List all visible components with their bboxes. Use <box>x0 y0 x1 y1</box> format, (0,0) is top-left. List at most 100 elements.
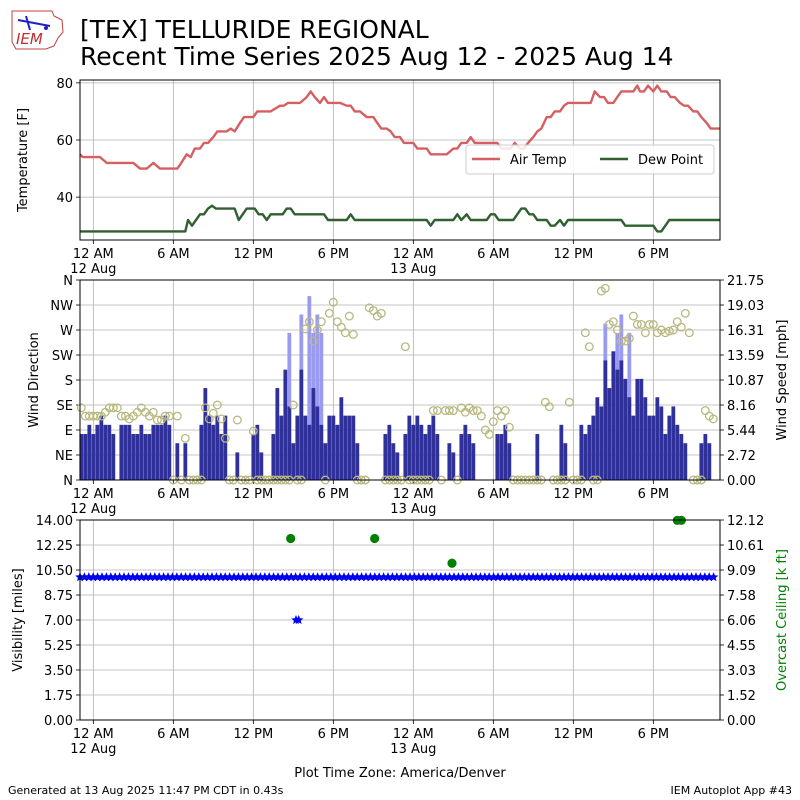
wind-speed-bar <box>123 424 128 480</box>
wind-direction-point <box>684 328 694 338</box>
visibility-point <box>519 572 530 582</box>
wind-direction-point <box>400 342 410 352</box>
y-tick-label: SW <box>52 349 73 364</box>
wind-direction-point <box>172 411 182 421</box>
series-line-air-temp <box>79 84 720 170</box>
y-tick-label: 8.75 <box>44 589 73 604</box>
logo-text: IEM <box>16 30 43 48</box>
plot-frame <box>79 519 721 721</box>
wind-speed-bar <box>703 434 708 480</box>
visibility-point <box>581 572 591 582</box>
visibility-point <box>286 572 296 582</box>
wind-direction-point <box>308 336 318 346</box>
wind-speed-bar <box>91 434 96 480</box>
wind-speed-bar <box>619 360 624 480</box>
wind-speed-bar <box>683 443 688 480</box>
visibility-point <box>422 572 433 582</box>
wind-direction-point <box>152 415 162 425</box>
wind-speed-bar <box>383 434 388 480</box>
visibility-point <box>475 572 486 582</box>
y-tick-label: 14.00 <box>36 514 73 529</box>
wind-speed-bar <box>307 424 312 480</box>
y-right-tick-label: 7.58 <box>727 589 756 604</box>
y-right-tick-label: 8.16 <box>727 399 756 414</box>
visibility-point <box>594 572 604 582</box>
x-tick-label: 12 AM <box>393 727 434 742</box>
wind-direction-point <box>112 403 122 413</box>
wind-speed-bar <box>595 397 600 480</box>
x-tick-sublabel: 13 Aug <box>390 742 436 757</box>
ceiling-point <box>447 558 457 568</box>
x-tick-label: 6 PM <box>638 247 669 262</box>
wind-speed-bar <box>671 406 676 480</box>
y-right-tick-label: 12.12 <box>727 514 764 529</box>
wind-speed-bar <box>635 378 640 480</box>
visibility-point <box>106 572 116 582</box>
x-tick-label: 6 AM <box>157 247 190 262</box>
wind-speed-bar <box>503 424 508 480</box>
wind-speed-bar <box>707 443 712 480</box>
visibility-point <box>458 572 468 582</box>
y-tick-label: 0.00 <box>44 714 73 729</box>
visibility-point <box>431 572 442 582</box>
visibility-point <box>132 572 142 582</box>
x-tick-label: 6 PM <box>318 727 349 742</box>
visibility-point <box>462 572 472 582</box>
wind-direction-point <box>628 311 638 321</box>
visibility-point <box>251 572 261 582</box>
wind-speed-bar <box>419 424 424 480</box>
y-tick-label: 10.50 <box>36 564 73 579</box>
wind-direction-point <box>680 308 690 318</box>
y-tick-label: N <box>63 274 73 289</box>
visibility-point <box>158 572 169 582</box>
wind-speed-bar <box>207 415 212 480</box>
visibility-point <box>304 572 314 582</box>
wind-gust-bar <box>315 314 320 480</box>
wind-speed-bar <box>427 424 432 480</box>
visibility-point <box>383 572 393 582</box>
visibility-point <box>405 572 415 582</box>
visibility-point <box>167 572 178 582</box>
wind-direction-point <box>564 397 574 407</box>
wind-speed-bar <box>535 434 540 480</box>
visibility-point <box>620 572 631 582</box>
wind-speed-bar <box>699 443 704 480</box>
wind-speed-bar <box>139 424 144 480</box>
wind-speed-bar <box>167 424 172 480</box>
visibility-point <box>554 572 565 582</box>
y-tick-label: 5.25 <box>44 639 73 654</box>
wind-direction-point <box>232 415 242 425</box>
visibility-point <box>264 572 274 582</box>
wind-speed-bar <box>143 434 148 480</box>
visibility-point <box>145 572 156 582</box>
wind-speed-bar <box>303 415 308 480</box>
y-right-tick-label: 13.59 <box>727 349 764 364</box>
visibility-point <box>290 572 301 582</box>
visibility-point <box>396 572 406 582</box>
wind-speed-bar <box>643 397 648 480</box>
plot-frame <box>79 79 721 241</box>
wind-speed-bar <box>499 434 504 480</box>
wind-speed-bar <box>591 415 596 480</box>
x-tick-label: 12 PM <box>553 487 593 502</box>
x-tick-label: 6 PM <box>638 727 669 742</box>
visibility-point <box>246 572 257 582</box>
wind-speed-bar <box>623 378 628 480</box>
visibility-point <box>308 572 318 582</box>
visibility-point <box>123 572 134 582</box>
visibility-point <box>444 572 455 582</box>
y-tick-label: 1.75 <box>44 689 73 704</box>
visibility-point <box>229 572 239 582</box>
visibility-point <box>559 572 569 582</box>
visibility-point <box>436 572 446 582</box>
y-tick-label: SE <box>57 399 73 414</box>
y-tick-label: 12.25 <box>36 539 73 554</box>
y-axis-label: Wind Direction <box>27 332 42 428</box>
wind-speed-bar <box>315 406 320 480</box>
wind-speed-bar <box>587 424 592 480</box>
wind-direction-point <box>644 319 654 329</box>
wind-direction-point <box>600 283 610 293</box>
wind-speed-bar <box>219 434 224 480</box>
